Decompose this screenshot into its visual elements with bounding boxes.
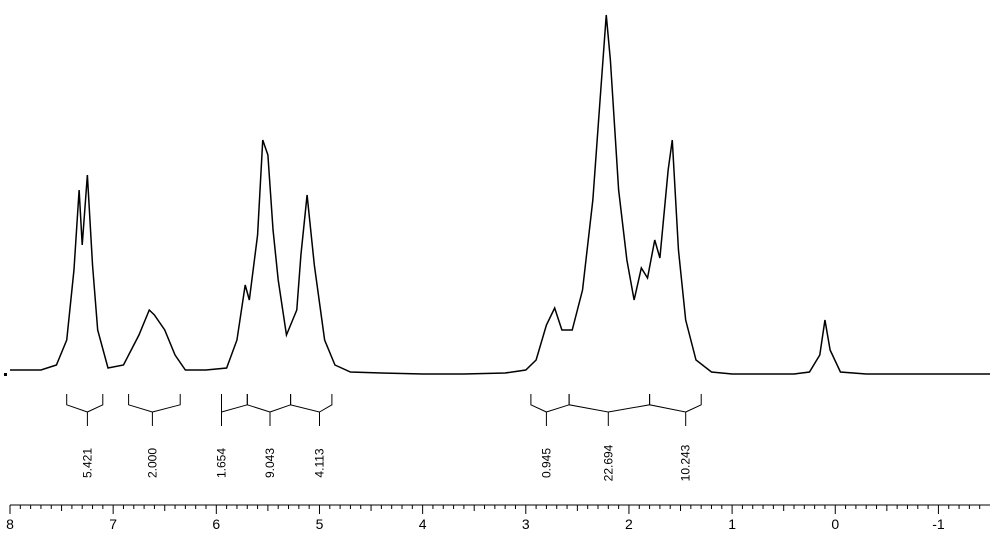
integration-label-group: 0.945 (539, 448, 553, 478)
integration-value: 10.243 (679, 444, 693, 481)
integration-value: 2.000 (145, 448, 159, 478)
integration-bracket (67, 394, 103, 426)
integration-value: 5.421 (80, 448, 94, 478)
x-tick-label: 3 (522, 516, 530, 532)
integration-bracket (129, 394, 181, 426)
x-tick-label: 2 (625, 516, 633, 532)
integration-label-group: 5.421 (80, 448, 94, 478)
integration-value: 9.043 (263, 448, 277, 478)
integration-value: 1.654 (215, 448, 229, 478)
integration-bracket (222, 394, 248, 426)
integration-value: 0.945 (539, 448, 553, 478)
x-tick-label: 8 (6, 516, 14, 532)
integration-value: 22.694 (601, 444, 615, 481)
integration-label-group: 4.113 (313, 448, 327, 477)
baseline-marker (4, 373, 7, 376)
integration-bracket (247, 394, 290, 426)
integration-label-group: 10.243 (679, 444, 693, 481)
x-tick-label: -1 (932, 516, 945, 532)
integration-bracket (291, 394, 332, 426)
integration-label-group: 2.000 (145, 448, 159, 478)
x-tick-label: 5 (316, 516, 324, 532)
spectrum-trace (10, 15, 990, 374)
integration-value: 4.113 (313, 448, 327, 477)
x-tick-label: 0 (831, 516, 839, 532)
integration-bracket (569, 394, 650, 426)
integration-bracket (531, 394, 569, 426)
x-tick-label: 6 (212, 516, 220, 532)
x-tick-label: 1 (728, 516, 736, 532)
nmr-spectrum-chart: 8 7 6 5 4 3 2 1 0 -1 5.421 2.000 1.654 9.043 4.113 0.94… (0, 0, 1000, 535)
x-tick-label: 7 (109, 516, 117, 532)
integration-label-group: 9.043 (263, 448, 277, 478)
integration-bracket (650, 394, 702, 426)
x-tick-label: 4 (419, 516, 427, 532)
integration-label-group: 1.654 (215, 448, 229, 478)
integration-label-group: 22.694 (601, 444, 615, 481)
